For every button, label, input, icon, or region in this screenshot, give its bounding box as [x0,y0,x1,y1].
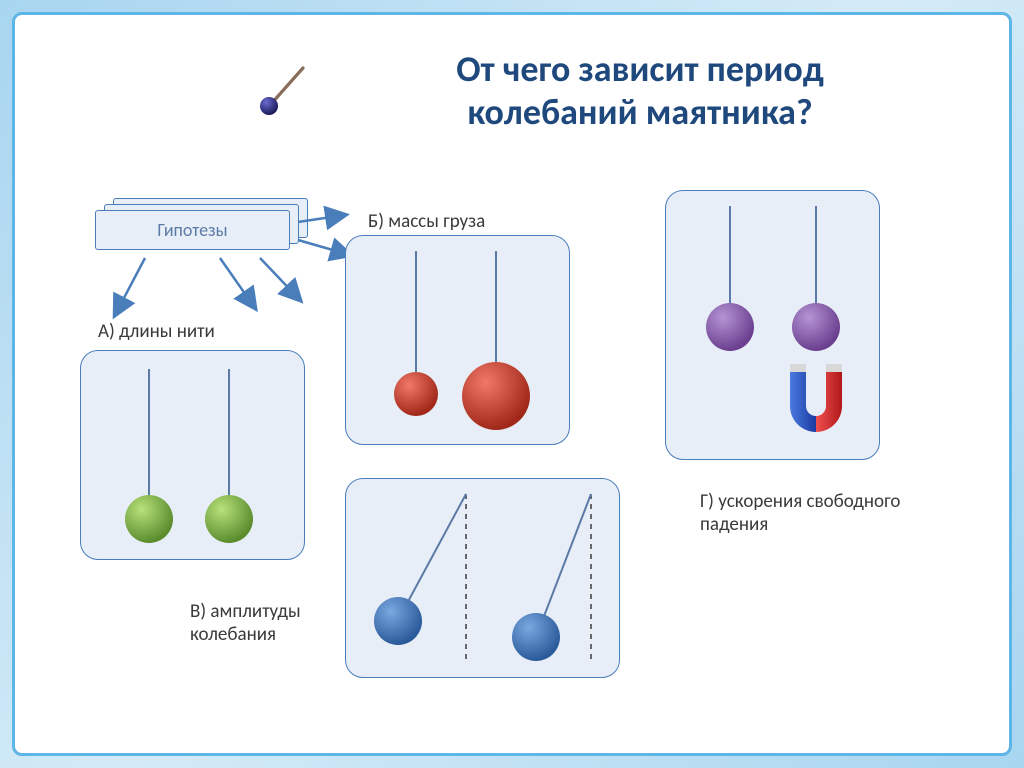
option-b-label: Б) массы груза [368,210,485,233]
hypothesis-label: Гипотезы [157,219,227,241]
title-line-2: колебаний маятника? [467,90,812,134]
slide-title: От чего зависит период колебаний маятник… [320,48,960,134]
panel-length-svg [81,351,306,561]
option-c-label: В) амплитуды колебания [190,600,335,646]
title-line-1: От чего зависит период [456,47,823,91]
panel-gravity [665,190,880,460]
hypothesis-card-front: Гипотезы [95,210,290,250]
panel-mass-svg [346,236,571,446]
option-a-label: А) длины нити [98,320,215,343]
panel-amplitude-svg [346,479,621,679]
panel-gravity-svg [666,191,881,461]
option-d-label: Г) ускорения свободного падения [700,490,950,536]
panel-amplitude [345,478,620,678]
panel-length [80,350,305,560]
title-pendulum-icon [255,60,315,120]
hypothesis-stack: Гипотезы [95,198,305,262]
panel-mass [345,235,570,445]
